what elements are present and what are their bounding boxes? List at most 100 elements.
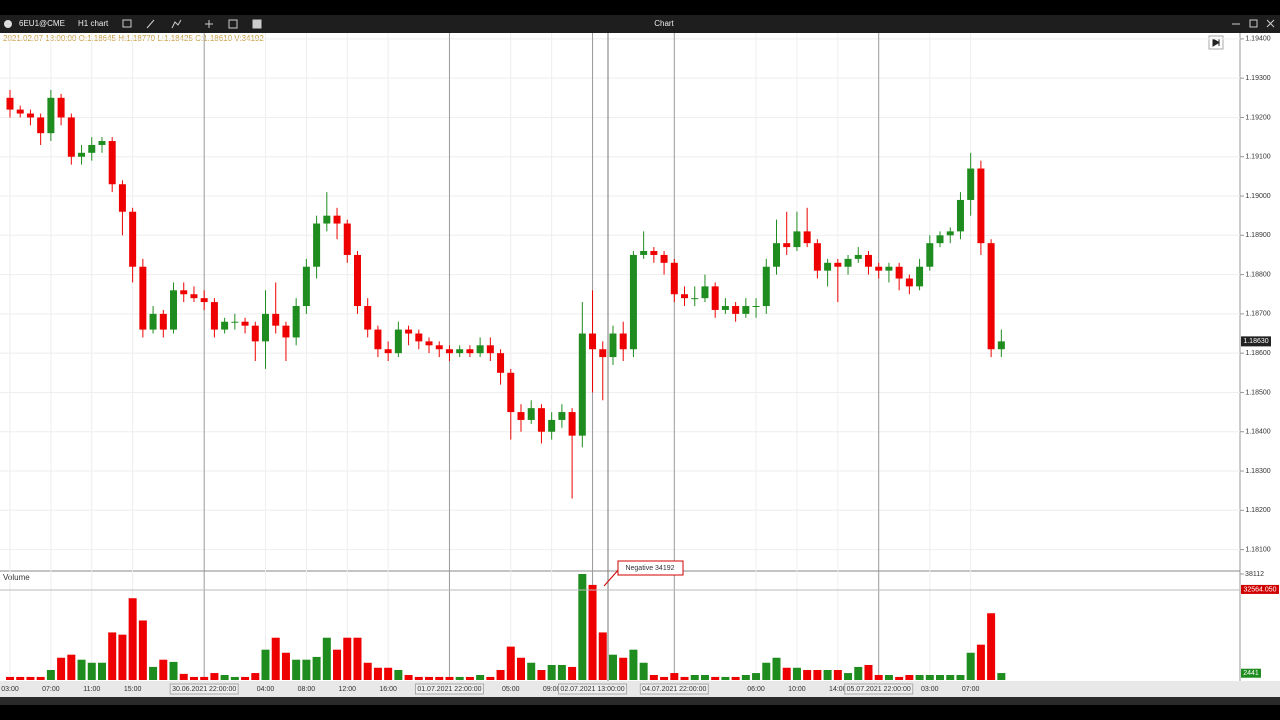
volume-bar [874,674,883,680]
candle-body [936,235,944,244]
volume-bar [506,646,515,680]
volume-bar [200,676,209,680]
candle-body [946,231,954,236]
volume-bar [322,637,331,680]
x-tick-label: 02.07.2021 13:00:00 [560,686,624,693]
volume-bar [905,674,914,680]
volume-bar [97,662,106,680]
candle-body [527,408,535,420]
y-tick-label: 1.18300 [1245,468,1270,475]
candle-body [875,266,883,271]
volume-bar [527,662,536,680]
candle-body [967,168,975,200]
volume-marker-label: 32564.050 [1243,586,1276,593]
candle-body [374,329,382,350]
volume-bar [537,669,546,680]
timeframe[interactable]: H1 chart [78,19,109,28]
volume-bar [363,662,372,680]
icon[interactable] [146,19,155,29]
candle-body [221,321,229,330]
toolbar [0,15,1280,33]
icon[interactable] [171,19,182,29]
candle-body [691,298,699,300]
date-label-box [639,683,709,695]
candle-body [701,286,709,299]
y-tick-label: 1.19200 [1245,114,1270,121]
candle-body [558,412,566,420]
candle-body [803,231,811,244]
volume-bar [864,664,873,680]
volume-bar [230,676,239,680]
y-tick-label: 1.19400 [1245,36,1270,43]
volume-bar [496,669,505,680]
volume-bar [118,634,127,680]
candle-body [353,254,361,307]
candle-body [660,254,668,263]
x-tick-label: 04.07.2021 22:00:00 [642,686,706,693]
logo[interactable] [4,20,12,28]
candle-body [752,306,760,308]
date-label-box [558,683,628,695]
volume-bar [557,664,566,680]
volume-bar [414,676,423,680]
x-tick-label: 01.07.2021 22:00:00 [417,686,481,693]
candle-body [251,325,259,342]
candle-body [609,333,617,358]
volume-bar [251,673,260,680]
date-label-box [169,683,239,695]
x-tick-label: 15:00 [124,686,142,693]
icon[interactable] [122,19,132,28]
volume-bar [486,676,495,680]
volume-bar [87,662,96,680]
candle-body [732,306,740,314]
volume-bar [680,676,689,680]
candle-body [885,266,893,271]
candle-body [445,349,453,354]
volume-bar [517,657,525,680]
volume-bar [772,657,781,680]
y-tick-label: 1.18800 [1245,271,1270,278]
volume-bar [915,674,924,680]
candle-body [456,349,464,354]
candle-body [926,243,934,267]
y-tick-label: 1.18400 [1245,429,1270,436]
candle-body [711,286,719,310]
icon[interactable] [228,19,238,29]
icon[interactable] [252,19,262,29]
date-label-box [414,683,484,695]
volume-bar [578,574,587,680]
candle-body [650,251,658,255]
volume-bar [782,667,791,680]
candle-body [476,345,484,354]
bottom-bar [0,705,1280,720]
scrollbar[interactable] [0,697,1280,705]
x-tick-label: 11:00 [83,686,100,693]
volume-bar [108,632,117,680]
volume-bar [302,659,311,680]
volume-bar [598,632,607,680]
candle-body [589,333,597,350]
y-tick-label: 1.18200 [1245,507,1270,514]
volume-bar [271,637,280,680]
volume-marker [1241,584,1279,594]
candle-body [415,333,423,342]
candle-body [640,251,648,255]
candle-body [200,298,208,303]
symbol[interactable]: 6EU1@CME [19,19,65,28]
window-title: Chart [654,19,674,28]
x-tick-label: 16:00 [379,686,397,693]
candle-body [425,341,433,346]
toolbar-icons[interactable] [122,19,1275,29]
candle-body [997,341,1005,350]
volume-bar [343,637,352,680]
volume-bar [752,673,761,680]
volume-marker-label: 2441 [1243,670,1259,677]
volume-bar [956,674,965,680]
candle-body [844,258,852,267]
scroll-icon[interactable] [1212,38,1220,47]
volume-bar [353,637,362,680]
icon[interactable] [1249,19,1258,28]
candle-body [466,349,474,354]
icon[interactable] [1266,19,1275,28]
volume-bar [803,669,812,680]
